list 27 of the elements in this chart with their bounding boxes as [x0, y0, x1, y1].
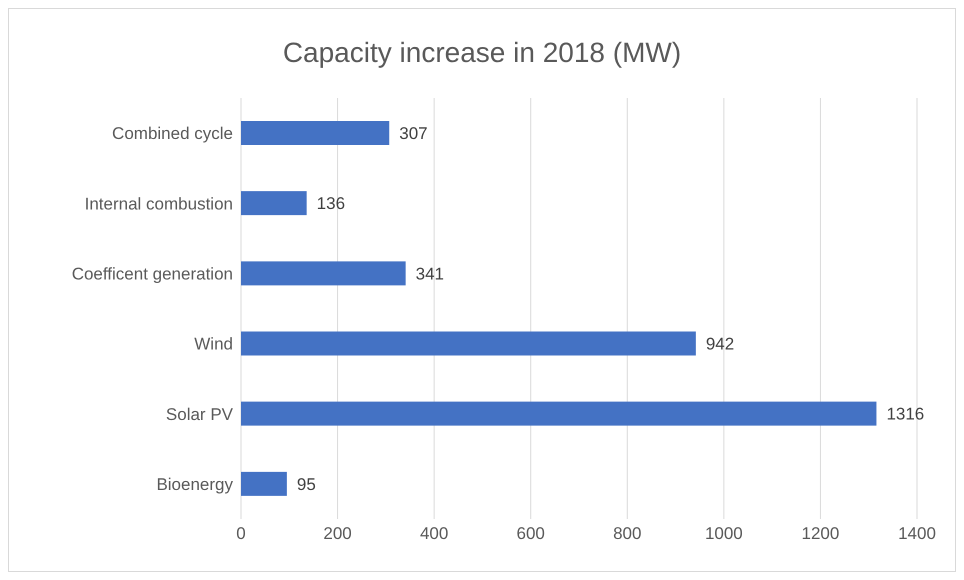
x-tick-label: 200	[323, 524, 352, 544]
bar	[241, 261, 406, 286]
bar	[241, 191, 307, 216]
x-tick-label: 0	[236, 524, 246, 544]
bar	[241, 121, 390, 145]
bar	[241, 332, 696, 356]
y-tick-label: Coefficent generation	[72, 264, 233, 284]
x-tick-label: 600	[516, 524, 545, 544]
x-tick-label: 1400	[898, 524, 936, 544]
bar	[241, 472, 287, 496]
data-label: 95	[296, 474, 316, 494]
data-label: 942	[706, 334, 734, 354]
bar	[241, 402, 876, 426]
y-tick-label: Wind	[194, 334, 233, 354]
chart-title: Capacity increase in 2018 (MW)	[282, 37, 682, 69]
y-tick-label: Solar PV	[166, 404, 234, 424]
x-tick-label: 800	[613, 524, 642, 544]
x-tick-label: 400	[420, 524, 448, 544]
x-tick-label: 1000	[704, 524, 743, 544]
data-label: 341	[416, 264, 444, 284]
y-tick-label: Bioenergy	[156, 474, 234, 494]
y-tick-label: Internal combustion	[84, 194, 233, 214]
data-label: 136	[316, 194, 346, 214]
data-label: 307	[399, 124, 428, 144]
y-tick-label: Combined cycle	[112, 124, 233, 144]
x-tick-label: 1200	[802, 524, 840, 544]
data-label: 1316	[886, 404, 924, 424]
